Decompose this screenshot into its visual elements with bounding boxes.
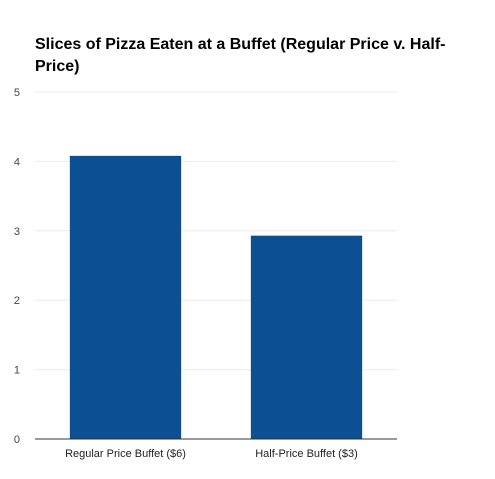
x-tick-label: Regular Price Buffet ($6) bbox=[65, 448, 186, 460]
y-tick-label: 2 bbox=[14, 295, 20, 307]
bar-2 bbox=[250, 235, 363, 439]
y-tick-label: 3 bbox=[14, 226, 20, 238]
y-tick-label: 1 bbox=[14, 365, 20, 377]
bar-1 bbox=[69, 155, 182, 439]
bars bbox=[69, 155, 363, 439]
y-tick-label: 4 bbox=[14, 156, 20, 168]
x-tick-label: Half-Price Buffet ($3) bbox=[255, 448, 358, 460]
y-tick-label: 5 bbox=[14, 87, 20, 99]
y-tick-label: 0 bbox=[14, 434, 20, 446]
axes: 0 1 2 3 4 5 Regular Price Buffet ($6) Half-Pric… bbox=[14, 87, 397, 460]
chart-title: Slices of Pizza Eaten at a Buffet (Regul… bbox=[35, 36, 446, 75]
